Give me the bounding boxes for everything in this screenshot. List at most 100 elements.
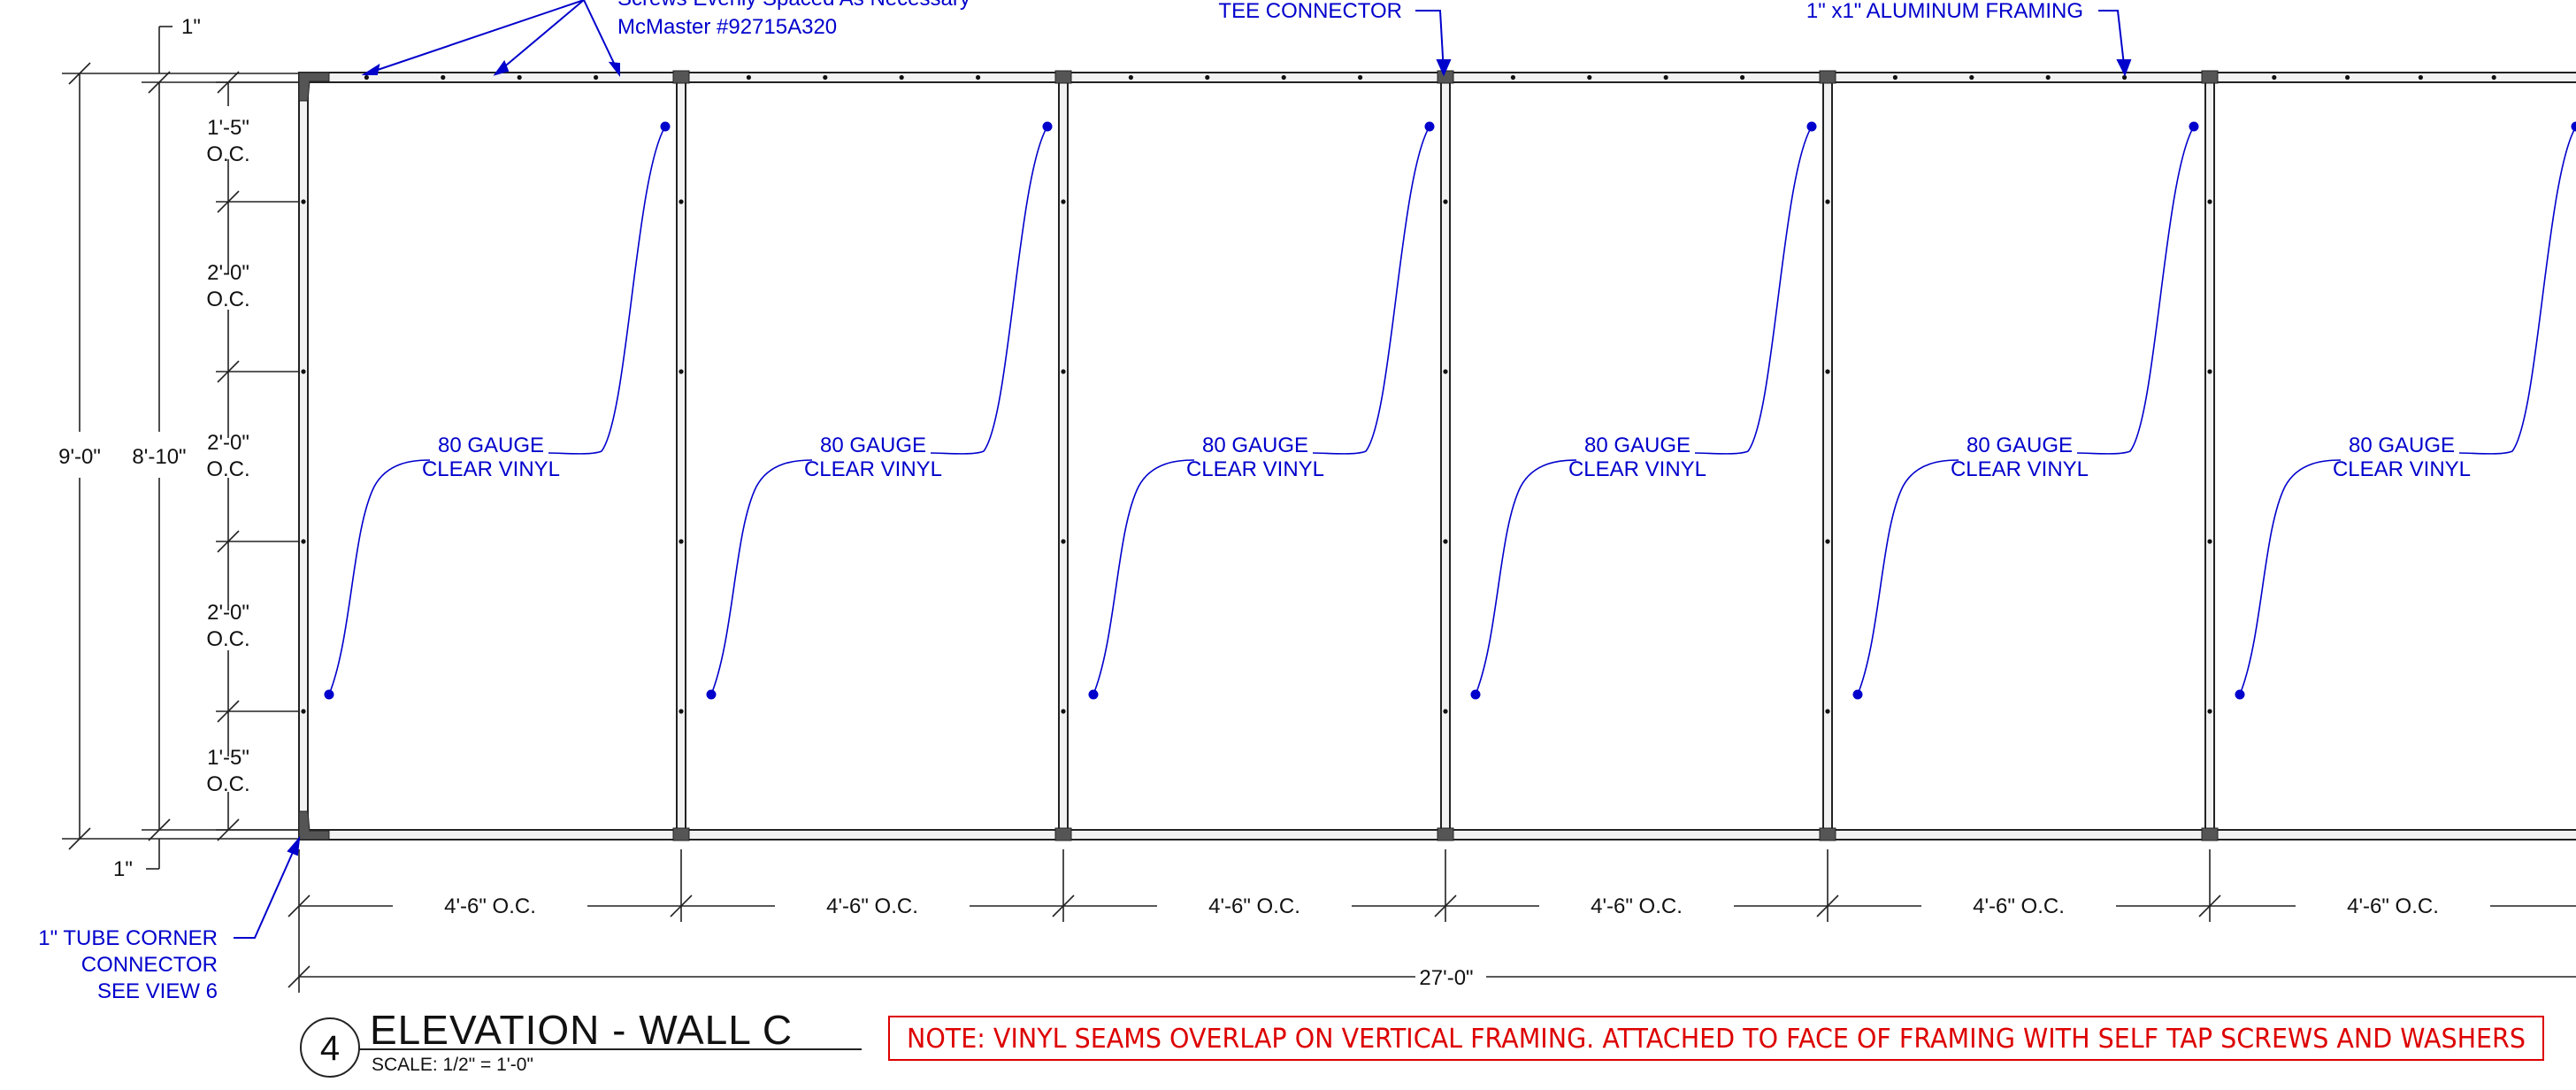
aluminum-framing-label: 1" x1" ALUMINUM FRAMING bbox=[1806, 0, 2083, 23]
vertical-dimensions bbox=[62, 26, 299, 870]
screw-dot bbox=[1443, 369, 1448, 374]
screw-dot bbox=[678, 709, 684, 714]
inner-height-dim: 8'-10" bbox=[132, 445, 186, 469]
vinyl-label-line2: CLEAR VINYL bbox=[2333, 457, 2471, 481]
screw-dot bbox=[1443, 709, 1448, 714]
screw-dot bbox=[301, 369, 306, 374]
aluminum-frame bbox=[298, 70, 2576, 841]
screw-dot bbox=[1061, 709, 1066, 714]
vinyl-label-line1: 80 GAUGE bbox=[438, 434, 544, 457]
view-number-bubble bbox=[300, 1017, 360, 1078]
vinyl-label-line1: 80 GAUGE bbox=[1584, 434, 1690, 457]
screw-dot bbox=[517, 74, 522, 81]
screws-note-line1: Screws Evenly Spaced As Necessary bbox=[617, 0, 970, 11]
vertical-post bbox=[1058, 72, 1069, 841]
spacing-oc: O.C. bbox=[206, 627, 249, 651]
spacing-value: 1'-5" bbox=[207, 116, 249, 140]
dimension-tick bbox=[217, 190, 240, 213]
callout-dot bbox=[2571, 121, 2576, 132]
panel-spacing-label: 4'-6" O.C. bbox=[444, 894, 536, 918]
screw-dot bbox=[1061, 369, 1066, 374]
spacing-value: 2'-0" bbox=[207, 601, 249, 625]
horizontal-dimensions bbox=[288, 849, 2576, 993]
screw-dot bbox=[1663, 74, 1668, 81]
spacing-value: 2'-0" bbox=[207, 261, 249, 285]
screw-dot bbox=[1205, 74, 1210, 81]
callout-dot bbox=[1470, 689, 1481, 700]
vinyl-label-line2: CLEAR VINYL bbox=[804, 457, 942, 481]
tee-connector bbox=[2201, 827, 2219, 841]
screw-dot bbox=[2207, 539, 2212, 544]
screw-dot bbox=[1825, 709, 1830, 714]
screw-dot bbox=[1825, 539, 1830, 544]
vinyl-label-line2: CLEAR VINYL bbox=[1951, 457, 2089, 481]
panel-spacing-label: 4'-6" O.C. bbox=[1591, 894, 1683, 918]
dimension-tick bbox=[217, 530, 240, 553]
screw-dot bbox=[823, 74, 828, 81]
screw-dot bbox=[899, 74, 904, 81]
vinyl-label-line1: 80 GAUGE bbox=[2349, 434, 2455, 457]
view-title: ELEVATION - WALL C bbox=[370, 1007, 793, 1053]
screw-dot bbox=[2045, 74, 2051, 81]
vinyl-label-line1: 80 GAUGE bbox=[820, 434, 926, 457]
callout-dot bbox=[2189, 121, 2199, 132]
panel-spacing-label: 4'-6" O.C. bbox=[1208, 894, 1300, 918]
dimension-tick bbox=[217, 71, 240, 94]
screw-dot bbox=[2207, 199, 2212, 204]
screw-dot bbox=[1510, 74, 1515, 81]
screw-dot bbox=[594, 74, 599, 81]
screw-dot bbox=[2122, 74, 2128, 81]
screw-dot bbox=[1281, 74, 1286, 81]
corner-connector bbox=[298, 810, 330, 841]
screws-note-line2: McMaster #92715A320 bbox=[617, 15, 837, 39]
screw-dot bbox=[1740, 74, 1745, 81]
screw-dot bbox=[2491, 74, 2496, 81]
corner-connector bbox=[298, 72, 330, 102]
vinyl-label-line1: 80 GAUGE bbox=[1202, 434, 1308, 457]
view-title-block: 4 ELEVATION - WALL C SCALE: 1/2" = 1'-0" bbox=[300, 1007, 862, 1078]
screw-dot bbox=[1358, 74, 1363, 81]
screw-dot bbox=[2207, 709, 2212, 714]
screw-dots bbox=[301, 74, 2496, 714]
connectors bbox=[298, 70, 2219, 841]
vertical-post bbox=[2204, 72, 2215, 841]
tee-connector bbox=[1819, 70, 1836, 84]
screw-dot bbox=[678, 539, 684, 544]
tee-connector bbox=[1437, 827, 1454, 841]
screw-dot bbox=[1061, 539, 1066, 544]
screw-dot bbox=[976, 74, 981, 81]
screw-dot bbox=[1443, 199, 1448, 204]
vertical-post bbox=[676, 72, 686, 841]
tee-connector-leader bbox=[1415, 10, 1452, 77]
view-scale: SCALE: 1/2" = 1'-0" bbox=[372, 1055, 533, 1075]
tee-connector bbox=[2201, 70, 2219, 84]
callout-dot bbox=[1088, 689, 1099, 700]
spacing-value: 1'-5" bbox=[207, 746, 249, 770]
callout-dot bbox=[660, 121, 671, 132]
vinyl-label-line2: CLEAR VINYL bbox=[1186, 457, 1324, 481]
vinyl-label-line1: 80 GAUGE bbox=[1966, 434, 2073, 457]
screw-dot bbox=[441, 74, 446, 81]
tee-connector bbox=[1437, 70, 1454, 84]
vertical-post bbox=[1822, 72, 1833, 841]
panel-spacing-label: 4'-6" O.C. bbox=[2347, 894, 2439, 918]
screw-dot bbox=[1061, 199, 1066, 204]
screw-dot bbox=[301, 539, 306, 544]
screw-dot bbox=[678, 369, 684, 374]
vinyl-label-line2: CLEAR VINYL bbox=[1568, 457, 1706, 481]
panel-spacing-label: 4'-6" O.C. bbox=[1973, 894, 2065, 918]
screw-dot bbox=[678, 199, 684, 204]
tee-connector bbox=[672, 70, 690, 84]
vinyl-label-line2: CLEAR VINYL bbox=[422, 457, 560, 481]
screw-dot bbox=[1443, 539, 1448, 544]
dimension-tick bbox=[217, 700, 240, 723]
overall-height-dim: 9'-0" bbox=[58, 445, 101, 469]
general-note: NOTE: VINYL SEAMS OVERLAP ON VERTICAL FR… bbox=[888, 1016, 2544, 1061]
callout-dot bbox=[706, 689, 717, 700]
screw-dot bbox=[2272, 74, 2277, 81]
